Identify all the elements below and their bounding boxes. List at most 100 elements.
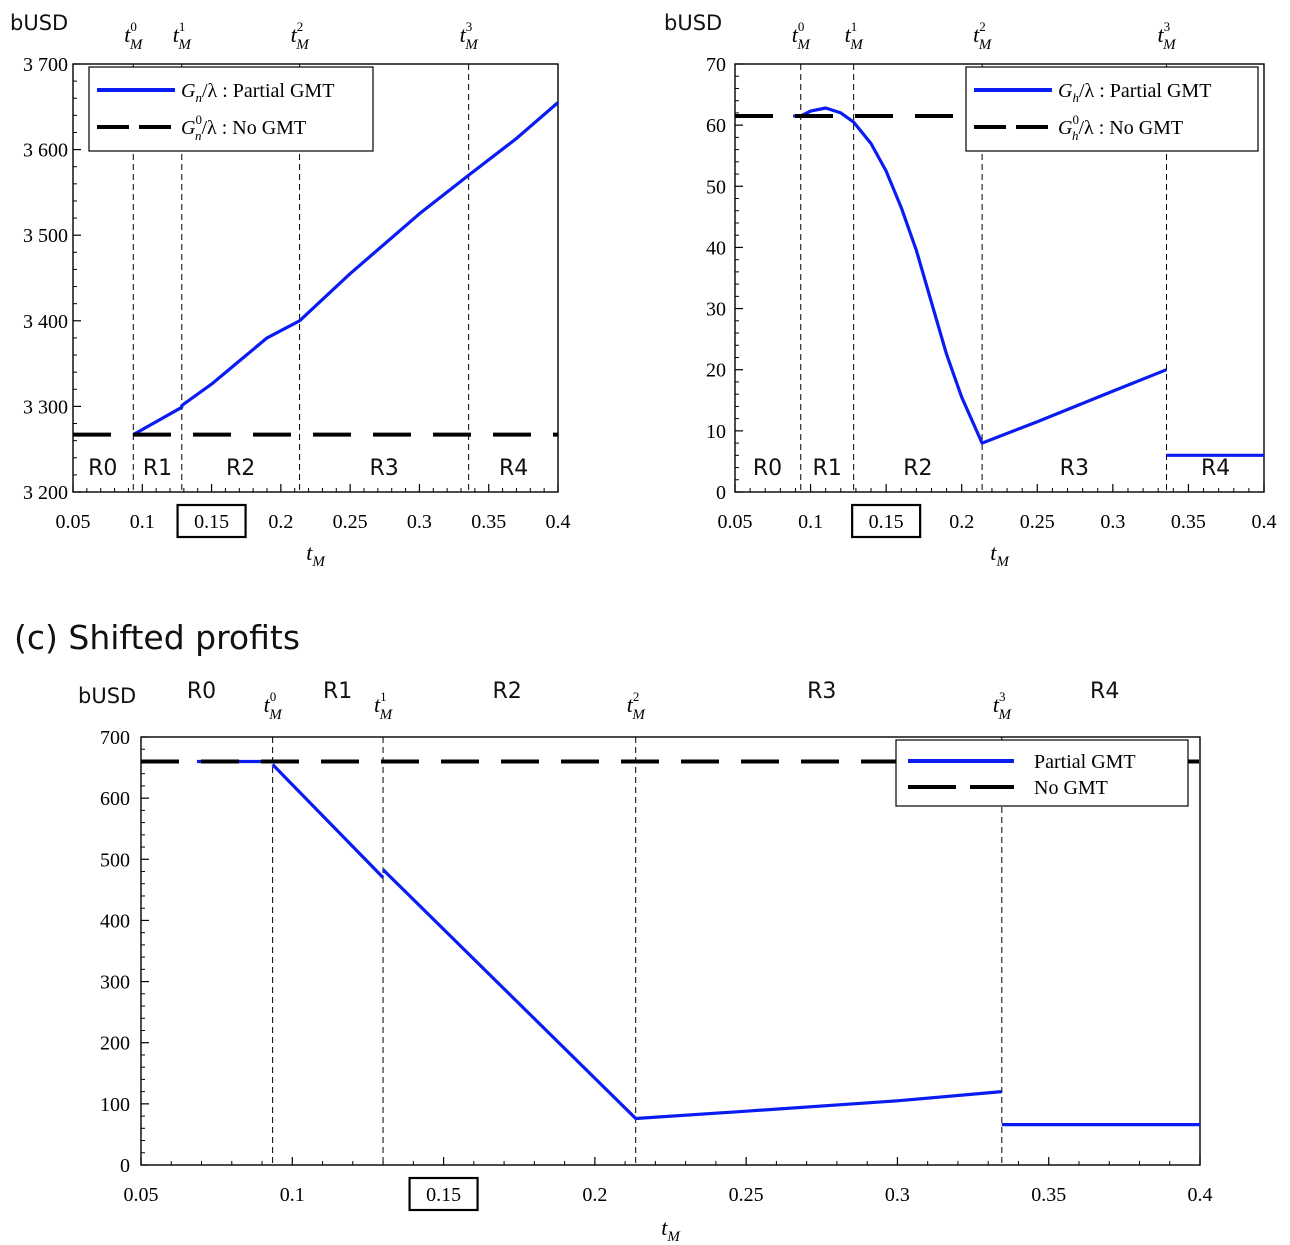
x-tick-label: 0.15 bbox=[426, 1184, 461, 1206]
threshold-label: t3 M bbox=[1158, 19, 1178, 53]
x-axis-label: tM bbox=[306, 540, 326, 570]
x-tick-label: 0.3 bbox=[407, 511, 432, 533]
chart-b-generation-h: 0 10 20 30 40 50 60 70 0.05 0.1 0.15 0.2 0.25 0.3 0.35… bbox=[664, 11, 1277, 570]
boxed-tick-frame bbox=[176, 503, 247, 539]
boxed-tick-frame bbox=[851, 503, 922, 539]
threshold-label: t0 M bbox=[264, 689, 284, 723]
x-tick-label: 0.1 bbox=[798, 511, 823, 533]
y-tick-label: 700 bbox=[100, 727, 130, 749]
y-tick-label: 50 bbox=[706, 176, 726, 198]
series-partial-gmt-line bbox=[197, 759, 1200, 1127]
y-tick-label: 70 bbox=[706, 54, 726, 76]
region-label: R3 bbox=[1060, 456, 1089, 481]
threshold-label: t1 M bbox=[173, 19, 193, 53]
threshold-label: t0 M bbox=[124, 19, 144, 53]
y-tick-label: 40 bbox=[706, 237, 726, 259]
x-tick-label: 0.35 bbox=[1031, 1184, 1066, 1206]
threshold-label: t1 M bbox=[845, 19, 865, 53]
region-label: R1 bbox=[143, 456, 172, 481]
legend-entry: No GMT bbox=[1034, 777, 1108, 799]
x-tick-label: 0.4 bbox=[1252, 511, 1277, 533]
unit-label: bUSD bbox=[10, 11, 68, 35]
threshold-label: t3 M bbox=[460, 19, 480, 53]
x-tick-label: 0.35 bbox=[471, 511, 506, 533]
region-label: R1 bbox=[323, 679, 352, 704]
legend-box bbox=[895, 739, 1189, 807]
region-label: R2 bbox=[226, 456, 255, 481]
x-tick-label: 0.1 bbox=[280, 1184, 305, 1206]
y-tick-label: 10 bbox=[706, 421, 726, 443]
y-tick-label: 3 200 bbox=[23, 482, 68, 504]
x-tick-label: 0.1 bbox=[130, 511, 155, 533]
legend-box bbox=[965, 66, 1259, 152]
x-tick-label: 0.4 bbox=[546, 511, 571, 533]
x-tick-label: 0.25 bbox=[1020, 511, 1055, 533]
legend-entry: Gh/λ : Partial GMT bbox=[1058, 80, 1211, 105]
y-tick-label: 400 bbox=[100, 910, 130, 932]
x-tick-label: 0.05 bbox=[718, 511, 753, 533]
threshold-label: t0 M bbox=[792, 19, 812, 53]
region-label: R3 bbox=[369, 456, 398, 481]
plot-frame bbox=[72, 63, 559, 493]
x-tick-label: 0.05 bbox=[124, 1184, 159, 1206]
region-label: R0 bbox=[753, 456, 782, 481]
plot-frame bbox=[734, 63, 1265, 493]
y-tick-label: 3 700 bbox=[23, 54, 68, 76]
y-tick-label: 3 600 bbox=[23, 140, 68, 162]
x-tick-label: 0.3 bbox=[885, 1184, 910, 1206]
y-tick-label: 100 bbox=[100, 1094, 130, 1116]
unit-label: bUSD bbox=[664, 11, 722, 35]
y-tick-label: 20 bbox=[706, 360, 726, 382]
x-axis-label: tM bbox=[661, 1215, 681, 1245]
x-tick-label: 0.3 bbox=[1100, 511, 1125, 533]
y-tick-label: 500 bbox=[100, 849, 130, 871]
threshold-label: t2 M bbox=[627, 689, 647, 723]
region-label: R4 bbox=[1201, 456, 1230, 481]
threshold-label: t2 M bbox=[291, 19, 311, 53]
region-label: R0 bbox=[88, 456, 117, 481]
y-tick-label: 600 bbox=[100, 788, 130, 810]
x-tick-label: 0.35 bbox=[1171, 511, 1206, 533]
plot-frame bbox=[140, 736, 1201, 1166]
x-tick-label: 0.2 bbox=[268, 511, 293, 533]
series-partial-gmt-line bbox=[793, 106, 1264, 457]
threshold-label: t2 M bbox=[973, 19, 993, 53]
boxed-tick-frame bbox=[408, 1176, 479, 1212]
region-label: R4 bbox=[1090, 679, 1119, 704]
legend-entry: Partial GMT bbox=[1034, 751, 1136, 773]
x-axis-label: tM bbox=[990, 540, 1010, 570]
legend-entry: G0 n/λ : No GMT bbox=[181, 112, 306, 143]
region-label: R2 bbox=[903, 456, 932, 481]
region-label: R0 bbox=[187, 679, 216, 704]
x-tick-label: 0.15 bbox=[869, 511, 904, 533]
legend-entry: Gn/λ : Partial GMT bbox=[181, 80, 334, 105]
x-tick-label: 0.05 bbox=[56, 511, 91, 533]
legend-entry: G0 h/λ : No GMT bbox=[1058, 112, 1183, 143]
y-tick-label: 300 bbox=[100, 972, 130, 994]
x-tick-label: 0.2 bbox=[949, 511, 974, 533]
series-partial-gmt-line bbox=[132, 101, 560, 436]
region-label: R4 bbox=[499, 456, 528, 481]
y-tick-label: 200 bbox=[100, 1033, 130, 1055]
panel-c-heading: (c) Shifted profits bbox=[14, 618, 301, 657]
x-tick-label: 0.2 bbox=[582, 1184, 607, 1206]
y-tick-label: 0 bbox=[120, 1155, 130, 1177]
threshold-label: t1 M bbox=[374, 689, 394, 723]
y-tick-label: 3 300 bbox=[23, 396, 68, 418]
x-tick-label: 0.15 bbox=[194, 511, 229, 533]
x-tick-label: 0.4 bbox=[1188, 1184, 1213, 1206]
y-tick-label: 0 bbox=[716, 482, 726, 504]
chart-a-generation-n: 3 200 3 300 3 400 3 500 3 600 3 700 0.05 0.1 0.1… bbox=[10, 11, 571, 570]
region-label: R3 bbox=[807, 679, 836, 704]
y-tick-label: 3 500 bbox=[23, 225, 68, 247]
y-tick-label: 3 400 bbox=[23, 311, 68, 333]
region-label: R2 bbox=[492, 679, 521, 704]
region-label: R1 bbox=[813, 456, 842, 481]
threshold-label: t3 M bbox=[993, 689, 1013, 723]
y-tick-label: 60 bbox=[706, 115, 726, 137]
unit-label: bUSD bbox=[78, 684, 136, 708]
y-tick-label: 30 bbox=[706, 299, 726, 321]
chart-c-shifted-profits: 0 100 200 300 400 500 600 700 0.05 0.1 0.15 0.2 0.25… bbox=[78, 679, 1213, 1245]
x-tick-label: 0.25 bbox=[333, 511, 368, 533]
